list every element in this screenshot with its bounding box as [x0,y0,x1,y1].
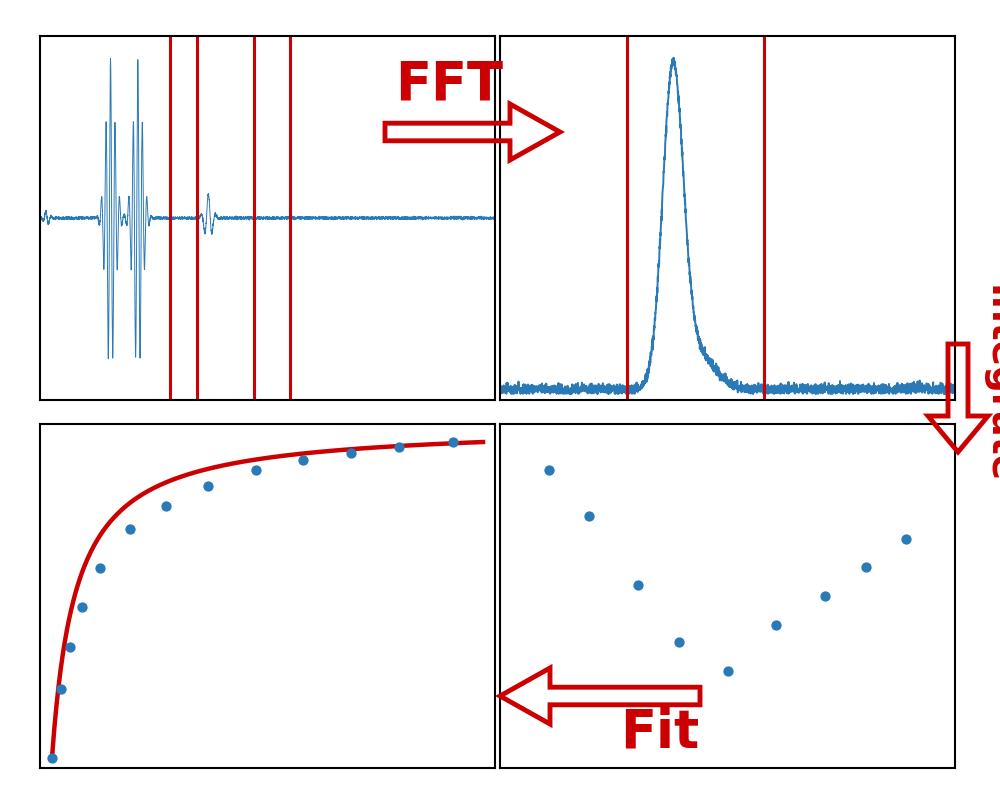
Point [74,601,90,614]
Point [92,562,108,574]
Point [44,752,60,765]
Point [343,447,359,460]
Point [445,436,461,449]
Point [62,640,78,653]
Text: Integrate: Integrate [980,285,1000,483]
Point [53,683,69,696]
Point [768,618,784,631]
Point [630,578,646,591]
Point [391,441,407,454]
Text: FFT: FFT [395,58,503,110]
Point [898,532,914,545]
Point [817,590,833,602]
Point [541,463,557,476]
Point [720,664,736,677]
Text: Fit: Fit [620,706,699,758]
Point [858,561,874,574]
Point [671,635,687,648]
Point [200,480,216,493]
Point [248,463,264,476]
Point [581,510,597,522]
Point [122,522,138,535]
Point [295,454,311,466]
Point [158,499,174,512]
